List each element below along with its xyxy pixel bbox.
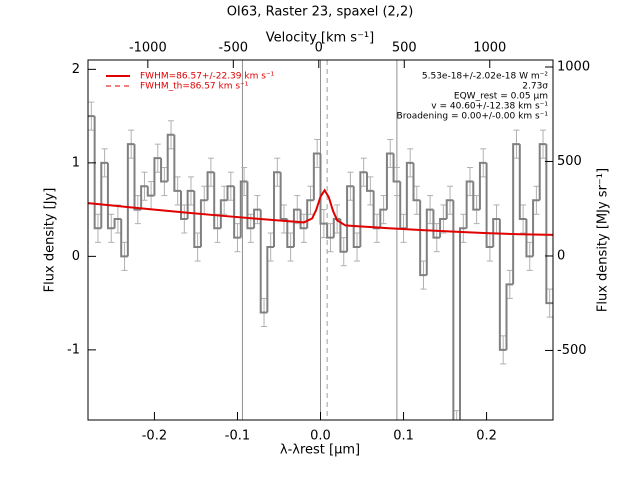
y2-axis-label: Flux density [MJy sr⁻¹] (596, 168, 611, 312)
spectrum-step (126, 143, 135, 257)
fit-line (88, 188, 553, 236)
spectrum-step (253, 208, 261, 229)
x2-tick-label: -1000 (129, 41, 167, 56)
spectrum-step (166, 133, 175, 182)
spectrum-step (160, 158, 168, 183)
spectrum-step (292, 208, 301, 248)
y2-tick-label: 500 (557, 154, 582, 169)
x-tick-label: -0.2 (142, 429, 167, 444)
spectrum-step (246, 181, 255, 230)
y2-tick-label: 1000 (557, 59, 590, 74)
annotation: 5.53e-18+/-2.02e-18 W m⁻² (422, 72, 549, 82)
spectrum-step (206, 171, 215, 201)
spectrum-step (412, 162, 421, 202)
spectrum-step (266, 246, 274, 313)
spectrum-step (379, 208, 387, 229)
spectrum-step (452, 200, 455, 420)
spectrum-step (385, 152, 394, 210)
spectrum-step (153, 157, 162, 196)
spectrum-step (133, 144, 142, 211)
spectrum-step (199, 199, 208, 248)
spectrum-step (366, 172, 374, 192)
y-tick-label: -1 (67, 342, 80, 357)
spectrum-step (233, 186, 241, 239)
x2-tick-label: 500 (392, 41, 417, 56)
spectrum-step (465, 180, 474, 229)
spectrum-step (525, 218, 534, 258)
spectrum-step (319, 153, 328, 225)
spectrum-step (425, 208, 434, 276)
spectrum-step (346, 185, 354, 252)
x-tick-label: 0.1 (393, 429, 414, 444)
x2-tick-label: -500 (219, 41, 249, 56)
x-tick-label: -0.1 (225, 429, 250, 444)
annotation: Broadening = 0.00+/-0.00 km s⁻¹ (397, 112, 549, 122)
spectrum-step (352, 186, 361, 249)
spectrum-step (239, 180, 248, 238)
y2-tick-label: 0 (557, 248, 565, 263)
x2-tick-label: 0 (315, 41, 323, 56)
spectrum-step (505, 283, 514, 350)
spectrum-step (459, 227, 467, 420)
x2-tick-label: 1000 (473, 41, 506, 56)
spectrum-step (518, 144, 527, 220)
legend-label: FWHM=86.57+/-22.39 km s⁻¹ (140, 72, 275, 82)
annotation: v = 40.60+/-12.38 km s⁻¹ (431, 102, 548, 112)
spectrum-step (173, 134, 181, 192)
y-tick-label: 0 (72, 249, 80, 264)
spectrum-step (512, 143, 520, 285)
spectrum-step (226, 185, 235, 201)
spectrum-step (498, 218, 507, 351)
spectrum-step (405, 161, 414, 229)
spectrum-step (299, 209, 308, 230)
x-tick-label: 0.2 (476, 429, 497, 444)
chart-title: OI63, Raster 23, spaxel (2,2) (227, 5, 414, 20)
spectrum-step (359, 171, 367, 248)
y-axis-label: Flux density [Jy] (43, 188, 58, 293)
x-tick-label: 0.0 (310, 429, 331, 444)
spectrum-step (485, 162, 494, 249)
y-tick-label: 2 (72, 62, 80, 77)
spectrum-step (339, 218, 348, 253)
spectrum-step (538, 143, 547, 201)
spectrum-step (432, 209, 441, 239)
spectrum-step (140, 185, 148, 210)
spectrum-step (478, 161, 487, 210)
y2-tick-label: -500 (557, 343, 587, 358)
spectrum-step (106, 162, 115, 230)
spectrum-step (273, 171, 281, 248)
spectrum-step (259, 209, 268, 314)
y-tick-label: 1 (72, 155, 80, 170)
spectrum-step (532, 199, 540, 257)
spectrum-step (306, 199, 314, 229)
spectrum-step (180, 190, 188, 220)
annotation: 2.73σ (522, 82, 548, 92)
spectrum-step (279, 172, 288, 220)
spectrum-step (213, 172, 221, 230)
spectrum-step (120, 218, 128, 258)
spectrum-step (113, 217, 122, 229)
spectrum-step (93, 116, 102, 230)
spectrum-step (472, 181, 480, 211)
spectrum-step (186, 189, 195, 219)
x2-axis-label: Velocity [km s⁻¹] (266, 31, 374, 46)
legend-label: FWHM_th=86.57 km s⁻¹ (140, 82, 249, 92)
spectrum-step (392, 153, 401, 183)
spectrum-step (419, 200, 427, 277)
spectrum-step (445, 199, 454, 219)
annotation: EQW_rest = 0.05 μm (454, 92, 548, 102)
spectrum-step (219, 199, 228, 229)
spectrum-step (100, 161, 108, 229)
spectrum-step (146, 186, 155, 197)
spectrum-step (332, 217, 341, 238)
spectrum-step (193, 190, 201, 249)
spectrum-step (286, 218, 294, 249)
x-axis-label: λ-λrest [μm] (280, 443, 360, 458)
spectrum-step (312, 152, 321, 201)
spectrum-step (492, 217, 500, 248)
plot-area (88, 60, 553, 420)
spectrum-step (326, 223, 334, 239)
spectrum-step (545, 144, 553, 305)
